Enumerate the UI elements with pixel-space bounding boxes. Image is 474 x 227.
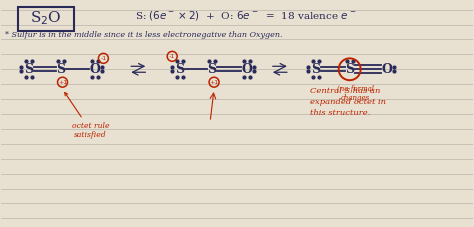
Text: Central S has an
expanded octet in
this structure.: Central S has an expanded octet in this …	[310, 87, 386, 117]
Text: S$_2$O: S$_2$O	[30, 10, 61, 27]
Text: S: S	[175, 63, 185, 76]
Text: S: S	[345, 63, 354, 76]
Text: O: O	[381, 63, 392, 76]
Text: O: O	[90, 63, 101, 76]
Text: * Sulfur is in the middle since it is less electronegative than Oxygen.: * Sulfur is in the middle since it is le…	[5, 32, 282, 39]
Text: S: S	[56, 63, 65, 76]
Text: S: S	[24, 63, 33, 76]
Text: +1: +1	[58, 80, 67, 85]
Text: O: O	[242, 63, 253, 76]
Text: -1: -1	[100, 56, 107, 61]
Text: (no formal
changes: (no formal changes	[337, 85, 374, 102]
Text: +1: +1	[210, 80, 219, 85]
Text: octet rule
satisfied: octet rule satisfied	[65, 92, 109, 139]
Text: S: $(6e^- \times 2)$  +  O: $6e^-$  =  18 valence $e^-$: S: $(6e^- \times 2)$ + O: $6e^-$ = 18 va…	[135, 9, 356, 22]
Text: S: S	[208, 63, 217, 76]
Text: -1: -1	[169, 54, 175, 59]
Text: S: S	[311, 63, 320, 76]
